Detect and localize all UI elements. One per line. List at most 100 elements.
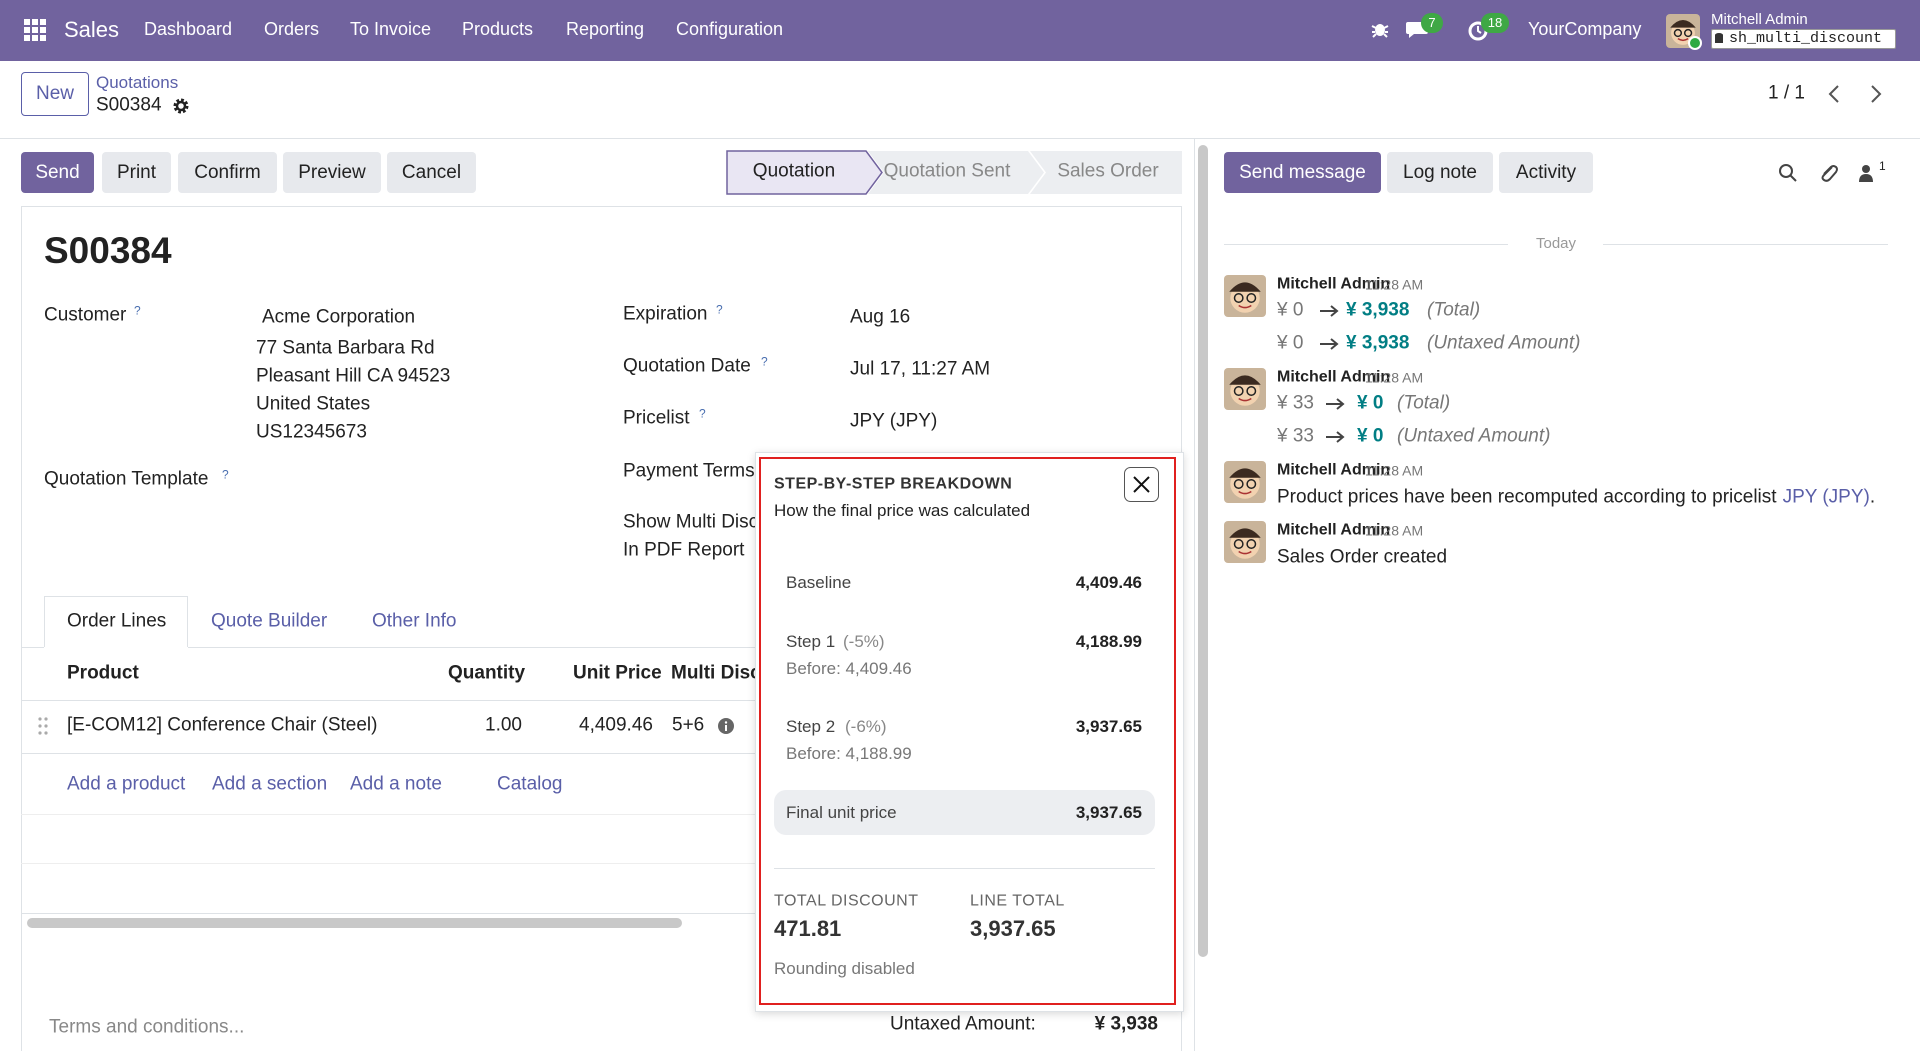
field-label: Quotation Template [44,468,209,490]
message-time: 11:28 AM [1365,276,1424,293]
navbar [0,0,1920,61]
field-value: JPY (JPY) [850,410,938,432]
cell: 5+6 [672,714,705,736]
database-name: sh_multi_discount [1729,30,1883,47]
new-value: ¥ 3,938 [1346,332,1410,354]
field-label: Pricelist [623,407,690,429]
action-button[interactable]: Preview [283,152,381,193]
menu-item[interactable]: To Invoice [350,19,432,40]
new-button[interactable]: New [21,72,89,116]
message-time: 11:28 AM [1365,369,1424,386]
pager-next[interactable] [1869,85,1883,103]
search-icon[interactable] [1778,163,1798,183]
followers-count: 1 [1879,158,1886,173]
help-marker: ? [716,302,723,317]
chatter-button[interactable]: Activity [1499,152,1593,193]
app-name[interactable]: Sales [64,16,120,42]
message-author: Mitchell Admin [1277,521,1391,539]
message-avatar [1224,368,1266,410]
close-button[interactable] [1124,467,1159,502]
tab[interactable]: Other Info [372,610,457,632]
messages-badge: 7 [1428,15,1436,31]
popup-title: STEP-BY-STEP BREAKDOWN [774,475,1013,493]
add-line-link[interactable]: Catalog [497,773,563,795]
row-line [21,753,1182,754]
status-step[interactable]: Sales Order [1057,160,1159,182]
field-label: Show Multi Discount [623,511,796,533]
tab-gap [44,647,188,648]
menu-item[interactable]: Orders [264,19,320,40]
action-button[interactable]: Confirm [178,152,277,193]
user-avatar[interactable] [1665,13,1702,50]
company-switcher[interactable]: YourCompany [1528,19,1642,40]
message-tail: . [1869,486,1876,508]
info-icon[interactable] [718,718,734,734]
total-figure: 3,937.65 [970,915,1056,941]
active-tab [44,596,188,648]
statusbar [726,150,1182,195]
step-before: Before: 4,409.46 [786,658,912,678]
message-time: 11:28 AM [1365,462,1424,479]
message-author: Mitchell Admin [1277,275,1391,293]
pager-prev[interactable] [1827,85,1841,103]
final-label: Final unit price [786,802,897,822]
tab[interactable]: Quote Builder [211,610,328,632]
debug-icon[interactable] [1371,20,1389,38]
address-line: US12345673 [256,421,367,443]
gear-icon[interactable] [173,98,189,114]
field-label: Customer [44,304,127,326]
row-line [21,913,761,914]
tab[interactable]: Order Lines [67,610,167,632]
message-avatar [1224,461,1266,503]
step-value: 3,937.65 [1075,716,1142,736]
address-line: Acme Corporation [262,306,416,328]
row-line [21,700,1182,701]
old-value: ¥ 33 [1277,425,1314,447]
field-label: Expiration [623,303,708,325]
address-line: Pleasant Hill CA 94523 [256,365,451,387]
menu-item[interactable]: Products [462,19,534,40]
message-link[interactable]: JPY (JPY) [1782,486,1870,508]
status-step[interactable]: Quotation Sent [883,160,1011,182]
step-label: Baseline [786,572,852,592]
database-tag [1711,29,1896,49]
step-change: (-5%) [843,631,885,651]
change-arrow [1326,431,1345,443]
column-header: Unit Price [573,662,662,684]
apps-menu[interactable] [24,19,48,43]
record-title: S00384 [44,229,172,271]
status-step[interactable]: Quotation [752,160,836,182]
menu-item[interactable]: Configuration [676,19,784,40]
chatter-divider [1194,138,1195,1051]
help-marker: ? [761,354,768,369]
action-button[interactable]: Cancel [387,152,476,193]
menu-item[interactable]: Reporting [566,19,645,40]
new-value: ¥ 0 [1357,425,1384,447]
chatter-button[interactable]: Log note [1387,152,1493,193]
action-button[interactable]: Print [102,152,171,193]
final-row [774,790,1155,835]
breadcrumb[interactable]: Quotations [96,72,179,92]
message-body: Sales Order created [1277,546,1448,568]
badge [1481,13,1509,33]
h-scrollbar [27,918,682,928]
drag-handle[interactable] [38,717,48,735]
action-button[interactable]: Send [21,152,94,193]
step-value: 4,188.99 [1075,631,1142,651]
cell: [E-COM12] Conference Chair (Steel) [67,714,378,736]
add-line-link[interactable]: Add a product [67,773,186,795]
step-change: (-6%) [845,716,887,736]
menu-item[interactable]: Dashboard [144,19,233,40]
new-value: ¥ 3,938 [1346,299,1410,321]
followers-icon[interactable] [1859,164,1875,182]
attachment-icon[interactable] [1818,161,1838,183]
field-value: Jul 17, 11:27 AM [850,358,991,380]
add-line-link[interactable]: Add a note [350,773,442,795]
chatter-button[interactable]: Send message [1224,152,1381,193]
add-line-link[interactable]: Add a section [212,773,328,795]
field-label: In PDF Report [623,539,745,561]
note: Rounding disabled [774,958,915,978]
help-marker: ? [134,303,141,318]
popup-shadow [755,452,1184,1012]
final-value: 3,937.65 [1075,802,1142,822]
